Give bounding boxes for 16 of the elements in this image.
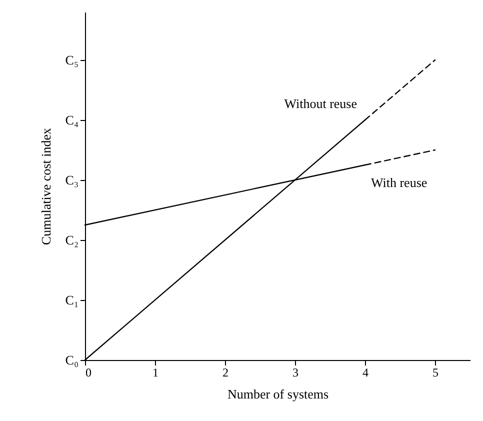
x-tick-label: 0 <box>86 366 92 380</box>
y-axis-title: Cumulative cost index <box>38 128 54 245</box>
x-tick-label: 3 <box>292 366 298 380</box>
x-tick-label: 4 <box>362 366 368 380</box>
category-label: C₃ <box>65 172 78 188</box>
x-axis-title: Number of systems <box>227 386 329 402</box>
category-label: C₄ <box>65 112 78 128</box>
x-tick-label: 2 <box>222 366 228 380</box>
x-tick-label: 5 <box>432 366 438 380</box>
series-label: Without reuse <box>284 96 358 111</box>
category-label: C₅ <box>65 52 78 68</box>
series-label: With reuse <box>371 175 428 190</box>
category-label: C₂ <box>65 232 78 248</box>
category-label: C₁ <box>65 292 78 308</box>
category-label: C₀ <box>65 352 78 368</box>
x-tick-label: 1 <box>152 366 158 380</box>
